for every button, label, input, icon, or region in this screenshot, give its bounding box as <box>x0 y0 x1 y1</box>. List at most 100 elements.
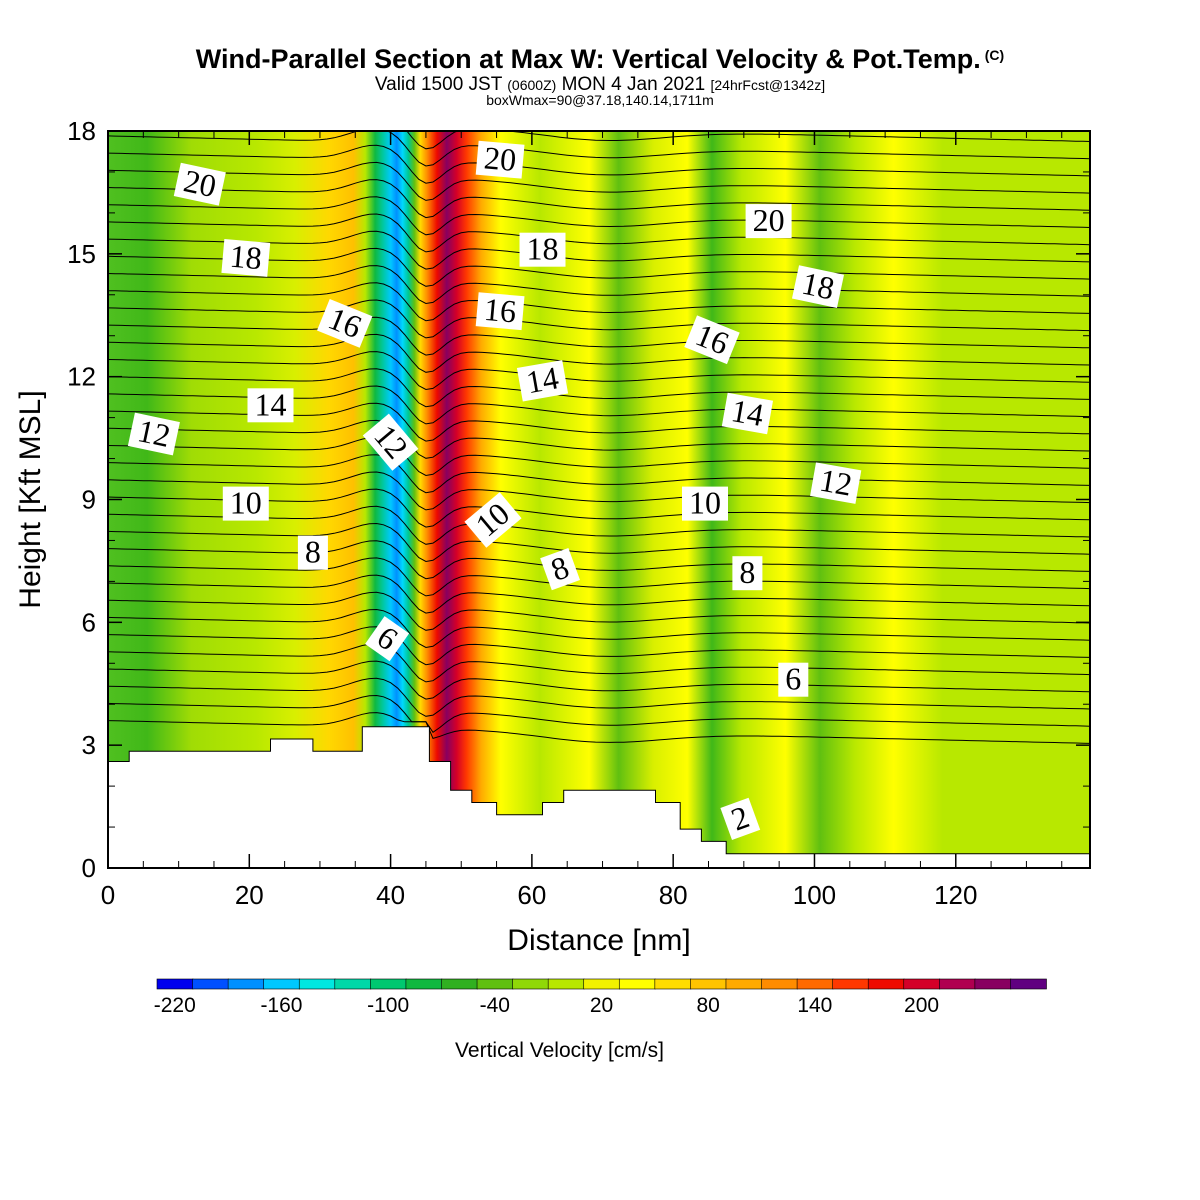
contour-label-text: 20 <box>483 139 518 178</box>
contour-label: 20 <box>173 162 226 206</box>
terrain <box>108 726 1090 868</box>
colorbar-swatch <box>725 978 763 990</box>
theta-contour-line <box>108 454 1090 494</box>
y-tick-label: 18 <box>67 116 96 146</box>
contour-label-text: 10 <box>689 485 721 521</box>
theta-contour-line <box>108 522 1090 563</box>
contour-label-text: 10 <box>230 485 262 521</box>
colorbar-tick-label: -220 <box>154 994 196 1017</box>
contour-label-text: 12 <box>135 412 174 454</box>
chart-subtitle: Valid 1500 JST (0600Z) MON 4 Jan 2021 [2… <box>0 74 1200 96</box>
colorbar-tick-label: 80 <box>697 994 720 1017</box>
theta-contour-line <box>108 660 1090 700</box>
x-tick-label: 60 <box>517 880 546 910</box>
colorbar-swatch <box>441 978 478 990</box>
colorbar-swatch <box>903 978 941 990</box>
theta-contour-line <box>108 368 1090 408</box>
valid-time: Valid 1500 JST <box>374 74 502 95</box>
contour-label-text: 8 <box>739 554 755 590</box>
contour-label-text: 18 <box>799 265 838 307</box>
contour-label: 16 <box>684 315 740 365</box>
theta-contour-line <box>108 230 1090 270</box>
contour-label-text: 12 <box>817 462 855 503</box>
contour-label-text: 14 <box>729 392 767 433</box>
contour-label-text: 14 <box>255 386 287 422</box>
y-tick-label: 9 <box>82 485 96 515</box>
colorbar-swatch <box>192 978 229 990</box>
theta-contour-line <box>108 471 1090 511</box>
y-tick-label: 12 <box>67 362 96 392</box>
colorbar-swatch <box>298 978 336 990</box>
contour-label: 2 <box>720 797 761 841</box>
x-tick-label: 20 <box>235 880 264 910</box>
valid-date: MON 4 Jan 2021 <box>561 74 706 95</box>
x-tick-label: 0 <box>101 880 115 910</box>
contour-label: 6 <box>778 661 809 697</box>
colorbar-tick-label: 20 <box>590 994 613 1017</box>
colorbar-swatch <box>512 978 549 990</box>
box-wmax-info: boxWmax=90@37.18,140.14,1711m <box>486 92 714 108</box>
y-tick-label: 6 <box>82 607 96 637</box>
theta-contour-line <box>108 333 1090 373</box>
contour-label: 10 <box>464 492 522 548</box>
theta-contour-line <box>108 488 1090 528</box>
theta-contours <box>108 131 1090 744</box>
theta-contour-line <box>108 179 1090 219</box>
contour-label-text: 14 <box>523 359 561 400</box>
colorbar-swatch <box>654 978 692 990</box>
contour-label-text: 20 <box>753 202 785 238</box>
colorbar-swatch <box>761 978 798 990</box>
contour-label: 18 <box>519 231 566 267</box>
theta-contour-line <box>108 316 1090 356</box>
theta-contour-line <box>108 505 1090 545</box>
forecast-info: [24hrFcst@1342z] <box>710 77 826 93</box>
colorbar-swatch <box>476 978 514 990</box>
contour-label-text: 16 <box>483 291 518 330</box>
theta-contour-line <box>108 694 1090 734</box>
theta-contour-line <box>108 213 1090 253</box>
contour-label: 6 <box>365 616 410 662</box>
axes: 0 20 40 60 80 100 120 0 3 6 9 12 15 18 Distance [nm] He… <box>14 116 1090 957</box>
colorbar-swatch <box>227 978 265 990</box>
copyright-mark: (C) <box>984 47 1005 63</box>
x-tick-label: 120 <box>934 880 977 910</box>
utc-time: (0600Z) <box>507 77 557 93</box>
theta-contour-line <box>108 282 1090 322</box>
theta-contour-line <box>108 591 1090 631</box>
theta-contour-line <box>108 161 1090 201</box>
colorbar-swatch <box>974 978 1012 990</box>
contour-label: 14 <box>247 386 294 423</box>
theta-contour-line <box>108 131 1090 167</box>
contour-label: 10 <box>682 485 728 521</box>
colorbar-tick-label: -40 <box>480 994 510 1017</box>
colorbar-swatch <box>690 978 727 990</box>
contour-label: 8 <box>732 554 763 591</box>
theta-contour-line <box>108 643 1090 683</box>
contour-labels: 2018161412108126201816141082018161412108… <box>127 139 862 841</box>
theta-contour-line <box>108 265 1090 305</box>
theta-contour-line <box>108 557 1090 597</box>
theta-contour-line <box>108 626 1090 666</box>
chart-title: Wind-Parallel Section at Max W: Vertical… <box>195 44 1005 74</box>
theta-contour-line <box>108 419 1090 459</box>
colorbar-label: Vertical Velocity [cm/s] <box>455 1039 664 1062</box>
theta-contour-line <box>108 712 1090 744</box>
theta-contour-line <box>108 144 1090 184</box>
colorbar-swatch <box>156 978 194 990</box>
x-tick-label: 100 <box>793 880 836 910</box>
contour-label: 18 <box>221 238 271 277</box>
colorbar-swatch <box>832 978 870 990</box>
theta-contour-line <box>108 540 1090 580</box>
contour-label: 12 <box>127 412 180 456</box>
theta-contour-line <box>108 299 1090 339</box>
colorbar-swatch <box>939 978 976 990</box>
contour-label: 14 <box>721 392 774 435</box>
theta-contour-line <box>108 574 1090 614</box>
contour-label: 10 <box>222 485 269 521</box>
theta-contour-line <box>108 351 1090 391</box>
colorbar-swatch <box>405 978 443 990</box>
contour-label: 8 <box>540 547 581 591</box>
colorbar-swatch <box>618 978 656 990</box>
contour-label-text: 20 <box>181 162 220 204</box>
colorbar-swatch <box>547 978 585 990</box>
